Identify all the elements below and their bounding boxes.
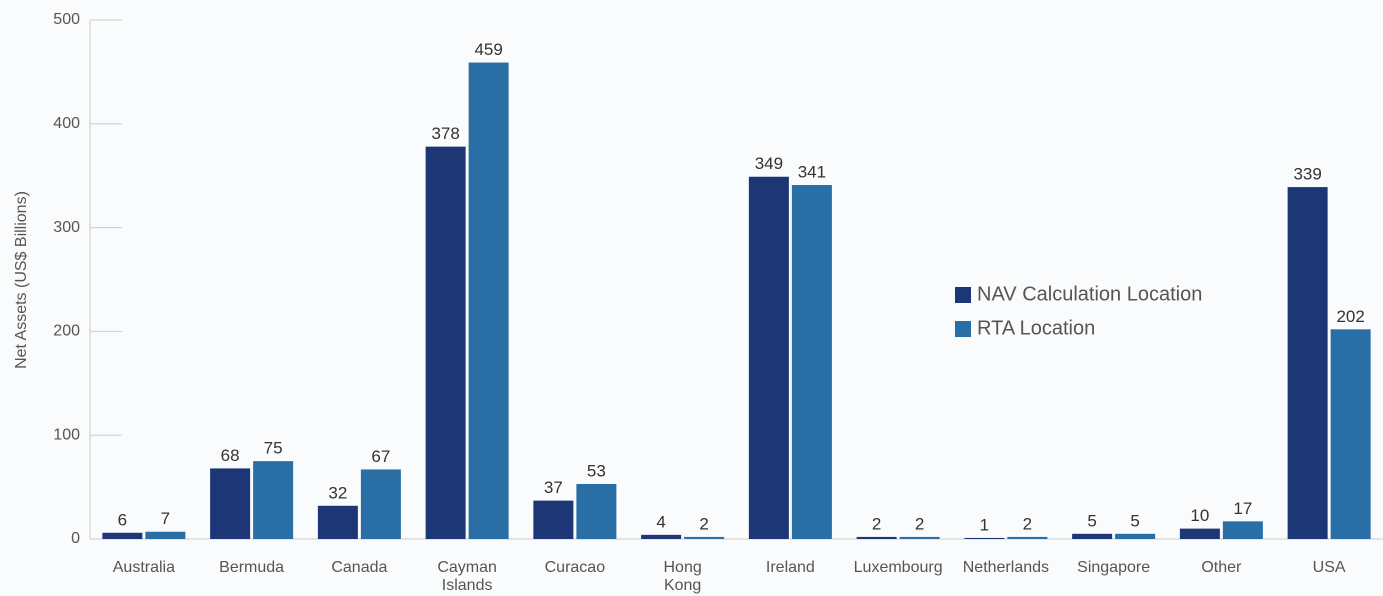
bar bbox=[748, 176, 789, 539]
value-label: 2 bbox=[915, 514, 924, 533]
y-tick-label: 500 bbox=[53, 11, 80, 28]
bar bbox=[684, 536, 725, 539]
x-tick-label: Bermuda bbox=[219, 559, 284, 576]
value-label: 17 bbox=[1233, 499, 1252, 518]
x-tick-label: Other bbox=[1201, 559, 1242, 576]
x-tick-label: Curacao bbox=[545, 559, 606, 576]
legend-label: RTA Location bbox=[977, 317, 1095, 339]
value-label: 7 bbox=[161, 509, 170, 528]
bar bbox=[576, 483, 617, 539]
bar bbox=[425, 146, 466, 540]
bar bbox=[317, 505, 358, 539]
value-label: 10 bbox=[1190, 506, 1209, 525]
bar bbox=[253, 461, 294, 539]
bar bbox=[360, 469, 401, 539]
value-label: 5 bbox=[1087, 511, 1096, 530]
x-tick-label: Canada bbox=[331, 559, 387, 576]
value-label: 75 bbox=[264, 439, 283, 458]
bar bbox=[145, 531, 186, 539]
legend-label: NAV Calculation Location bbox=[977, 283, 1202, 305]
x-tick-label: Ireland bbox=[766, 559, 815, 576]
bar bbox=[1330, 329, 1371, 539]
value-label: 2 bbox=[1023, 514, 1032, 533]
bar bbox=[1007, 536, 1048, 539]
value-label: 53 bbox=[587, 461, 606, 480]
value-label: 5 bbox=[1130, 511, 1139, 530]
y-tick-label: 200 bbox=[53, 323, 80, 340]
bar bbox=[1115, 533, 1156, 539]
x-tick-label: USA bbox=[1313, 559, 1346, 576]
bar bbox=[1222, 521, 1263, 539]
value-label: 349 bbox=[755, 154, 783, 173]
value-label: 378 bbox=[431, 124, 459, 143]
x-tick-label: Hong Kong bbox=[664, 559, 702, 594]
x-tick-label: Australia bbox=[113, 559, 175, 576]
bar bbox=[899, 536, 940, 539]
x-tick-label: Luxembourg bbox=[854, 559, 943, 576]
value-label: 37 bbox=[544, 478, 563, 497]
bar bbox=[210, 468, 251, 539]
legend-swatch bbox=[955, 287, 971, 303]
y-tick-label: 300 bbox=[53, 219, 80, 236]
bar bbox=[791, 185, 832, 540]
value-label: 4 bbox=[656, 512, 665, 531]
value-label: 2 bbox=[699, 514, 708, 533]
value-label: 341 bbox=[798, 163, 826, 182]
x-tick-label: Cayman Islands bbox=[437, 559, 497, 594]
bar bbox=[102, 532, 143, 539]
bar bbox=[1072, 533, 1113, 539]
bar bbox=[641, 534, 682, 539]
value-label: 202 bbox=[1336, 307, 1364, 326]
y-tick-label: 100 bbox=[53, 426, 80, 443]
bar bbox=[468, 62, 509, 540]
value-label: 6 bbox=[118, 510, 127, 529]
value-label: 339 bbox=[1293, 165, 1321, 184]
value-label: 1 bbox=[980, 515, 989, 534]
y-tick-label: 0 bbox=[71, 530, 80, 547]
value-label: 459 bbox=[474, 40, 502, 59]
bar bbox=[856, 536, 897, 539]
bar bbox=[1287, 187, 1328, 540]
value-label: 67 bbox=[371, 447, 390, 466]
legend-swatch bbox=[955, 321, 971, 337]
bar bbox=[1179, 528, 1220, 539]
value-label: 32 bbox=[328, 483, 347, 502]
bar bbox=[533, 500, 574, 539]
value-label: 2 bbox=[872, 514, 881, 533]
bar bbox=[964, 537, 1005, 539]
x-tick-label: Netherlands bbox=[963, 559, 1049, 576]
y-axis-label: Net Assets (US$ Billions) bbox=[13, 191, 30, 369]
x-tick-label: Singapore bbox=[1077, 559, 1150, 576]
value-label: 68 bbox=[221, 446, 240, 465]
y-tick-label: 400 bbox=[53, 115, 80, 132]
